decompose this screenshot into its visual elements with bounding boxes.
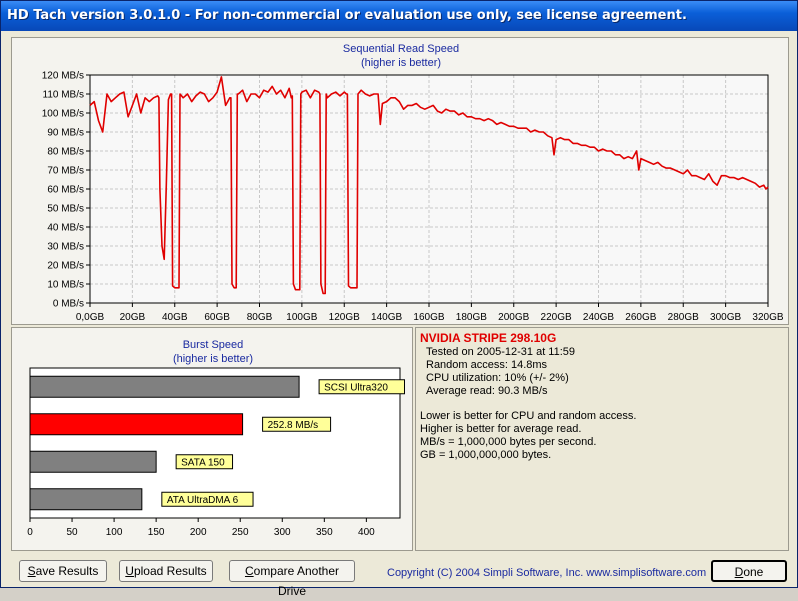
upload-accel: U — [125, 564, 134, 578]
compare-another-drive-button[interactable]: Compare Another Drive — [229, 560, 355, 598]
drive-name: NVIDIA STRIPE 298.10G — [420, 331, 557, 345]
sequential-title-line2: (higher is better) — [360, 57, 442, 69]
tested-on: Tested on 2005-12-31 at 11:59 — [426, 346, 576, 358]
done-accel: D — [734, 565, 744, 579]
sequential-read-chart: 0,0GB 20GB 40GB 60GB 80GB 100GB 120GB 140GB 160G… — [42, 71, 784, 324]
y-tick-label: 90 MB/s — [47, 128, 84, 139]
burst-x-tick-label: 100 — [106, 527, 123, 538]
y-tick-label: 110 MB/s — [43, 90, 85, 101]
sequential-title-line1: Sequential Read Speed — [342, 43, 460, 55]
y-tick-label: 40 MB/s — [47, 223, 84, 234]
burst-bar — [29, 450, 157, 473]
burst-bar-label: SCSI Ultra320 — [324, 382, 388, 393]
burst-label-box — [161, 491, 254, 507]
plot-frame — [89, 74, 769, 304]
x-tick-label: 0,0GB — [76, 312, 105, 323]
random-access: Random access: 14.8ms — [426, 359, 548, 371]
x-tick-label: 140GB — [371, 312, 402, 323]
done-label: one — [743, 565, 764, 579]
y-tick-label: 70 MB/s — [47, 166, 84, 177]
x-tick-label: 200GB — [498, 312, 529, 323]
x-tick-label: 40GB — [162, 312, 188, 323]
note-higher-better: Higher is better for average read. — [420, 423, 582, 435]
sequential-read-panel: Sequential Read Speed (higher is better)… — [11, 37, 789, 325]
x-tick-label: 80GB — [247, 312, 273, 323]
burst-x-tick-label: 50 — [66, 527, 78, 538]
y-tick-label: 10 MB/s — [47, 280, 84, 291]
sequential-chart-title: Sequential Read Speed (higher is better) — [12, 42, 790, 70]
done-button[interactable]: Done — [711, 560, 787, 582]
burst-bar — [29, 488, 143, 511]
burst-x-tick-label: 300 — [274, 527, 291, 538]
burst-label-box — [262, 416, 332, 432]
x-tick-label: 320GB — [752, 312, 783, 323]
burst-x-tick-label: 350 — [316, 527, 333, 538]
burst-chart-title: Burst Speed (higher is better) — [12, 338, 414, 366]
x-tick-label: 180GB — [456, 312, 487, 323]
x-tick-label: 240GB — [583, 312, 614, 323]
burst-bar-label: SATA 150 — [181, 457, 225, 468]
burst-bar-label: ATA UltraDMA 6 — [167, 495, 239, 506]
burst-title-line1: Burst Speed — [182, 339, 244, 351]
title-bar[interactable]: HD Tach version 3.0.1.0 - For non-commer… — [1, 1, 797, 31]
burst-x-tick-label: 0 — [27, 527, 33, 538]
burst-x-tick-label: 250 — [232, 527, 249, 538]
x-tick-label: 220GB — [541, 312, 572, 323]
compare-label: ompare Another Drive — [253, 564, 340, 598]
window-title: HD Tach version 3.0.1.0 - For non-commer… — [7, 8, 687, 23]
x-tick-label: 60GB — [204, 312, 230, 323]
x-tick-label: 300GB — [710, 312, 741, 323]
copyright-text: Copyright (C) 2004 Simpli Software, Inc.… — [387, 567, 707, 579]
y-tick-label: 30 MB/s — [47, 242, 84, 253]
note-mbs-definition: MB/s = 1,000,000 bytes per second. — [420, 436, 597, 448]
save-results-button[interactable]: Save Results — [19, 560, 107, 582]
burst-speed-panel: Burst Speed (higher is better) SCSI Ultr… — [11, 327, 413, 551]
x-tick-label: 160GB — [413, 312, 444, 323]
note-gb-definition: GB = 1,000,000,000 bytes. — [420, 449, 552, 461]
save-accel: S — [27, 564, 36, 578]
series-line-sequential-read — [89, 76, 769, 295]
y-tick-label: 100 MB/s — [42, 109, 84, 120]
y-tick-label: 50 MB/s — [47, 204, 84, 215]
cpu-utilization: CPU utilization: 10% (+/- 2%) — [426, 372, 569, 384]
y-tick-label: 120 MB/s — [42, 71, 84, 82]
burst-label-box — [175, 454, 234, 470]
y-tick-label: 60 MB/s — [47, 185, 84, 196]
x-tick-label: 260GB — [625, 312, 656, 323]
x-tick-label: 20GB — [120, 312, 146, 323]
y-tick-label: 20 MB/s — [47, 261, 84, 272]
burst-bar — [29, 375, 300, 398]
burst-title-line2: (higher is better) — [172, 353, 254, 365]
burst-speed-chart: SCSI Ultra320 252.8 MB/s SATA 150 ATA Ultra… — [27, 367, 405, 538]
save-label: ave Results — [35, 564, 99, 578]
y-tick-label: 80 MB/s — [47, 147, 84, 158]
note-lower-better: Lower is better for CPU and random acces… — [420, 410, 637, 422]
x-tick-label: 120GB — [329, 312, 360, 323]
upload-results-button[interactable]: Upload Results — [119, 560, 213, 582]
x-tick-label: 100GB — [286, 312, 317, 323]
x-tick-label: 280GB — [668, 312, 699, 323]
y-tick-label: 0 MB/s — [53, 299, 84, 310]
burst-bar — [29, 413, 244, 436]
burst-x-tick-label: 150 — [148, 527, 165, 538]
burst-x-tick-label: 200 — [190, 527, 207, 538]
burst-x-tick-label: 400 — [358, 527, 375, 538]
burst-label-box — [318, 379, 405, 395]
compare-accel: C — [244, 564, 254, 578]
stats-panel: NVIDIA STRIPE 298.10G Tested on 2005-12-… — [415, 327, 789, 551]
upload-label: pload Results — [133, 564, 207, 578]
average-read: Average read: 90.3 MB/s — [426, 385, 548, 397]
burst-bar-label: 252.8 MB/s — [268, 420, 319, 431]
